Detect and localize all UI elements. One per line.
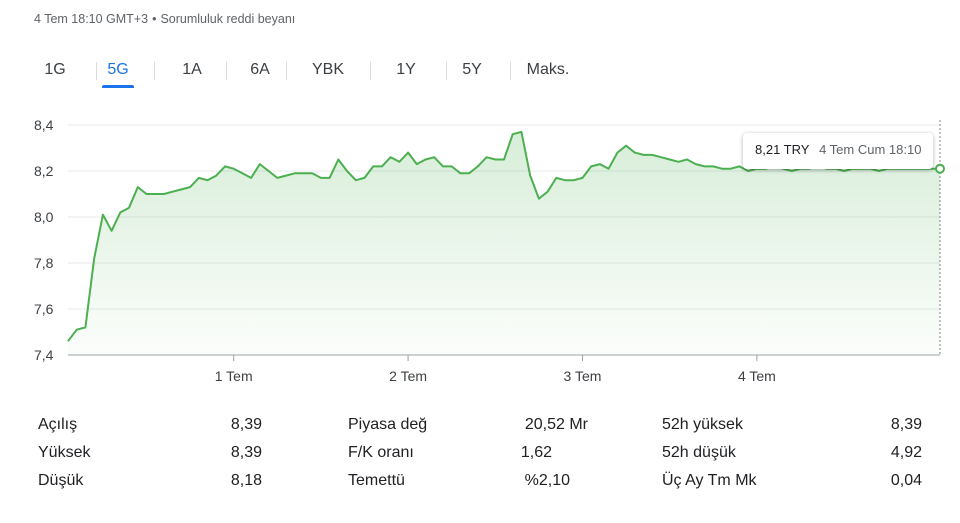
disclaimer-link[interactable]: Sorumluluk reddi beyanı [160,12,296,26]
x-tick-label: 1 Tem [215,368,253,384]
tab-divider [286,62,287,80]
stats-row: Düşük 8,18 Temettü %2,10 Üç Ay Tm Mk 0,0… [0,472,960,500]
series-area [68,131,940,355]
stat-label-pe-ratio: F/K oranı [348,444,414,461]
tab-divider [446,62,447,80]
chart-header: 4 Tem 18:10 GMT+3 • Sorumluluk reddi beyan… [34,12,295,26]
tooltip-price: 8,21 TRY [755,142,810,157]
stat-label-52w-low: 52h düşük [662,444,736,461]
stats-row: Açılış 8,39 Piyasa değ 20,52 Mr 52h yüks… [0,416,960,444]
y-tick-label: 7,6 [34,301,54,317]
x-tick-label: 4 Tem [738,368,776,384]
timestamp: 4 Tem 18:10 GMT+3 [34,12,149,26]
tab-1y[interactable]: 1Y [396,61,416,78]
x-tick-label: 3 Tem [564,368,602,384]
stats-row: Yüksek 8,39 F/K oranı 1,62 52h düşük 4,9… [0,444,960,472]
stat-label-open: Açılış [38,416,78,433]
tab-5y[interactable]: 5Y [462,61,482,78]
tab-6a[interactable]: 6A [250,61,270,78]
y-tick-label: 7,4 [34,347,54,363]
stat-value-52w-high: 8,39 [890,416,922,433]
stat-value-open: 8,39 [230,416,262,433]
tooltip-time: 4 Tem Cum 18:10 [819,142,922,157]
stat-label-high: Yüksek [38,444,91,461]
tab-divider [96,62,97,80]
tab-5g[interactable]: 5G [100,54,136,88]
stat-label-52w-high: 52h yüksek [662,416,743,433]
price-tooltip: 8,21 TRY 4 Tem Cum 18:10 [743,133,934,169]
series-line [67,130,940,342]
stat-value-high: 8,39 [230,444,262,461]
separator: • [152,12,157,26]
stat-label-low: Düşük [38,472,84,489]
stat-value-low: 8,18 [230,472,262,489]
stat-value-52w-low: 4,92 [890,444,922,461]
price-chart[interactable]: 7,4 7,6 7,8 8,0 8,2 8,4 1 Tem 2 Tem 3 Tem 4 Tem [0,100,960,395]
tab-maks[interactable]: Maks. [526,61,570,78]
hover-marker [935,163,945,174]
stat-value-market-cap: 20,52 Mr [524,416,588,433]
tab-divider [154,62,155,80]
tab-1g[interactable]: 1G [44,61,66,78]
y-tick-label: 8,4 [34,117,54,133]
x-tick-label: 2 Tem [389,368,427,384]
y-tick-label: 7,8 [34,255,54,271]
tab-ybk[interactable]: YBK [311,61,344,78]
stat-label-dividend: Temettü [348,472,405,489]
tab-1a[interactable]: 1A [182,61,202,78]
stat-label-market-cap: Piyasa değ [348,416,428,433]
y-tick-label: 8,0 [34,209,54,225]
stat-value-dividend: %2,10 [524,472,570,489]
tab-divider [510,62,511,80]
tab-divider [370,62,371,80]
stat-label-3m-vol: Üç Ay Tm Mk [662,472,757,489]
tab-divider [226,62,227,80]
y-tick-label: 8,2 [34,163,54,179]
stat-value-pe-ratio: 1,62 [520,444,552,461]
stat-value-3m-vol: 0,04 [890,472,922,489]
